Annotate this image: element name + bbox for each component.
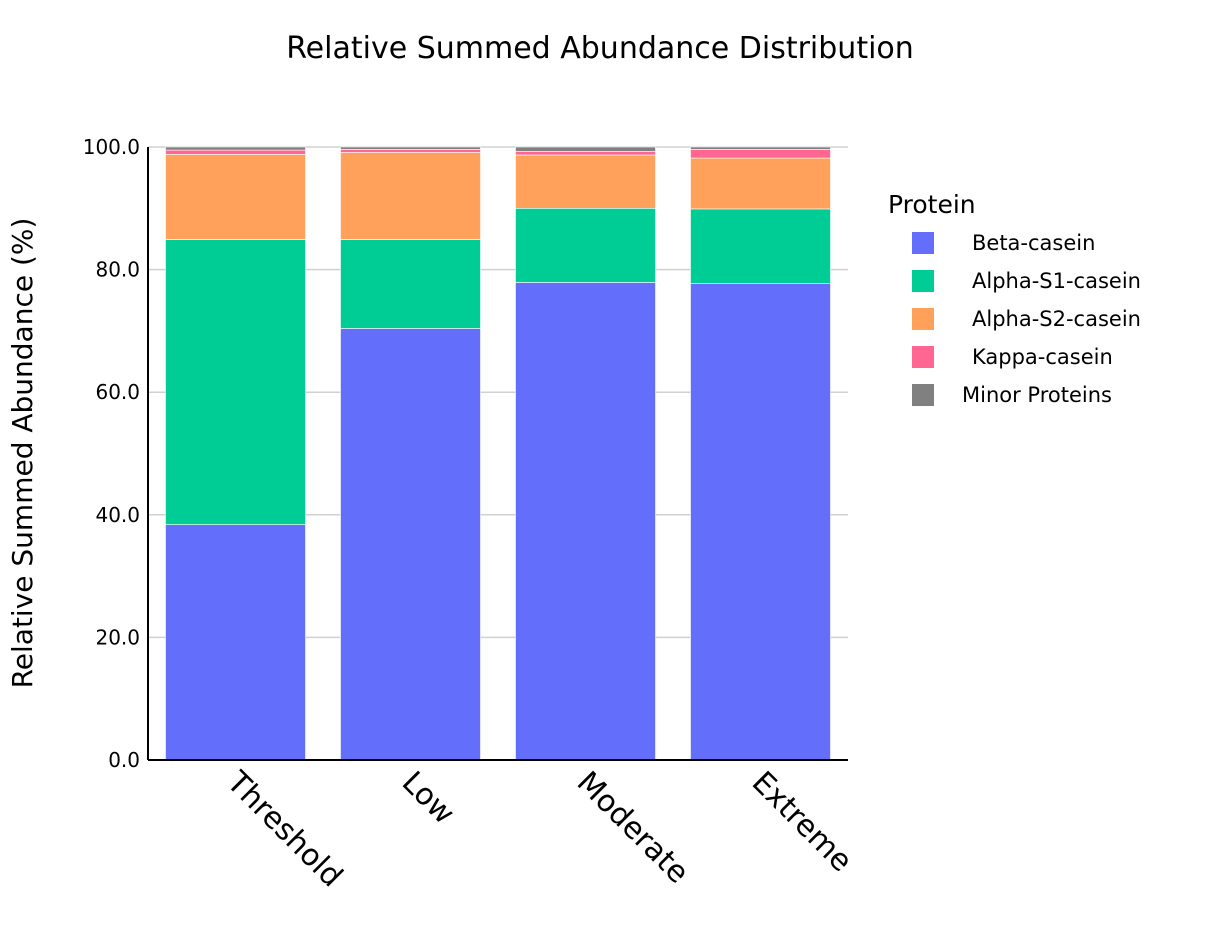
- legend: Protein Beta-casein Alpha-S1-casein Alpha-…: [888, 190, 1141, 407]
- bar-segment: [165, 239, 306, 525]
- legend-swatch: [912, 232, 934, 254]
- y-tick-label: 60.0: [95, 380, 140, 404]
- bar-segment: [515, 154, 656, 209]
- bar-segment: [515, 146, 656, 152]
- bar-segment: [340, 149, 481, 153]
- bar-segment: [515, 282, 656, 761]
- chart-title: Relative Summed Abundance Distribution: [286, 31, 914, 66]
- y-axis-ticks: 0.0 20.0 40.0 60.0 80.0 100.0: [83, 135, 140, 772]
- legend-items: Beta-casein Alpha-S1-casein Alpha-S2-casei…: [912, 231, 1141, 407]
- y-axis-label: Relative Summed Abundance (%): [6, 218, 39, 689]
- legend-label: Alpha-S2-casein: [972, 307, 1141, 331]
- bar-segment: [340, 328, 481, 761]
- legend-swatch: [912, 384, 934, 406]
- x-tick-label: Moderate: [570, 765, 696, 891]
- bar-segment: [515, 208, 656, 283]
- bar-segment: [165, 524, 306, 761]
- x-tick-label: Low: [395, 765, 462, 832]
- y-tick-label: 80.0: [95, 258, 140, 282]
- legend-label: Minor Proteins: [962, 383, 1112, 407]
- bar-segment: [690, 146, 831, 150]
- y-tick-label: 0.0: [108, 748, 140, 772]
- legend-label: Alpha-S1-casein: [972, 269, 1141, 293]
- bar-segment: [340, 239, 481, 329]
- bar-segment: [340, 146, 481, 150]
- bar-segment: [515, 150, 656, 156]
- legend-label: Beta-casein: [972, 231, 1095, 255]
- legend-swatch: [912, 346, 934, 368]
- y-tick-label: 100.0: [83, 135, 140, 159]
- bar-segment: [165, 146, 306, 151]
- y-tick-label: 20.0: [95, 625, 140, 649]
- y-tick-label: 40.0: [95, 503, 140, 527]
- x-tick-label: Extreme: [745, 765, 859, 879]
- legend-label: Kappa-casein: [972, 345, 1113, 369]
- bar-segment: [690, 149, 831, 159]
- bar-segment: [690, 208, 831, 284]
- bar-segment: [690, 157, 831, 210]
- legend-title: Protein: [888, 190, 976, 219]
- bar-stacks: [165, 146, 831, 761]
- bar-segment: [165, 154, 306, 240]
- bar-segment: [690, 283, 831, 761]
- bar-segment: [340, 152, 481, 240]
- x-tick-label: Threshold: [219, 764, 349, 894]
- bar-segment: [165, 149, 306, 155]
- legend-swatch: [912, 308, 934, 330]
- x-axis-ticks: Threshold Low Moderate Extreme: [219, 764, 859, 894]
- axes: [147, 147, 848, 761]
- legend-swatch: [912, 270, 934, 292]
